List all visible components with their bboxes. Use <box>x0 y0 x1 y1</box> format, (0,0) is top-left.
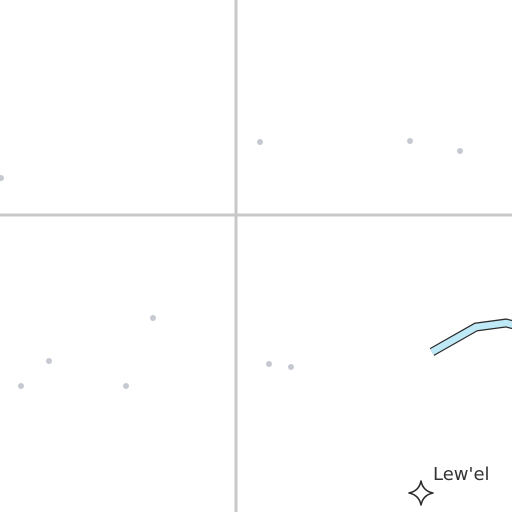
river-segment-fill <box>430 319 512 355</box>
map-point <box>0 175 4 181</box>
map-point <box>46 358 52 364</box>
map-point <box>266 361 272 367</box>
map-point <box>150 315 156 321</box>
four-point-star-icon[interactable] <box>408 480 434 506</box>
place-label-lewel[interactable]: Lew'el <box>433 464 490 485</box>
map-point <box>288 364 294 370</box>
map-point <box>407 138 413 144</box>
map-point <box>257 139 263 145</box>
map-point <box>18 383 24 389</box>
map-point <box>123 383 129 389</box>
map-point <box>457 148 463 154</box>
